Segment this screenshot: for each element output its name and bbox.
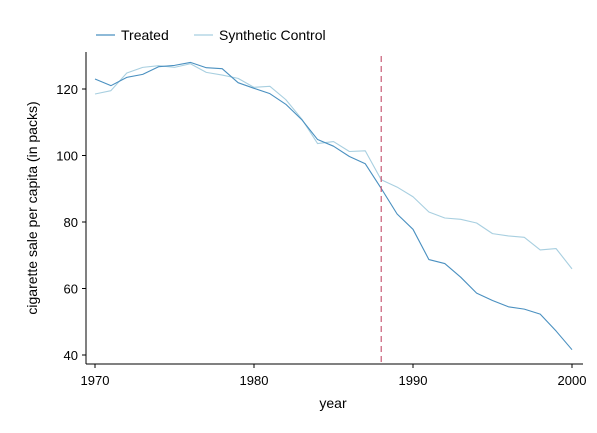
- x-tick-label: 2000: [558, 373, 587, 388]
- legend-label: Treated: [121, 27, 169, 43]
- axes: 40 60 80 100 120 1970 1980 1990 2000: [56, 52, 586, 388]
- x-tick-label: 1980: [240, 373, 269, 388]
- legend-label: Synthetic Control: [219, 27, 326, 43]
- y-axis-label: cigarette sale per capita (in packs): [24, 101, 40, 314]
- x-tick-label: 1970: [81, 373, 110, 388]
- x-tick-label: 1990: [399, 373, 428, 388]
- y-tick-label: 120: [56, 82, 78, 97]
- series-line-synthetic-control: [94, 63, 573, 270]
- legend-item-synthetic-control: Synthetic Control: [194, 27, 326, 43]
- y-tick-label: 80: [64, 215, 78, 230]
- series-line-treated: [94, 61, 573, 351]
- legend: Treated Synthetic Control: [96, 27, 326, 43]
- series-layer: [94, 56, 573, 364]
- legend-item-treated: Treated: [96, 27, 169, 43]
- y-tick-label: 60: [64, 282, 78, 297]
- x-axis-label: year: [319, 395, 347, 411]
- y-tick-label: 40: [64, 348, 78, 363]
- y-tick-label: 100: [56, 149, 78, 164]
